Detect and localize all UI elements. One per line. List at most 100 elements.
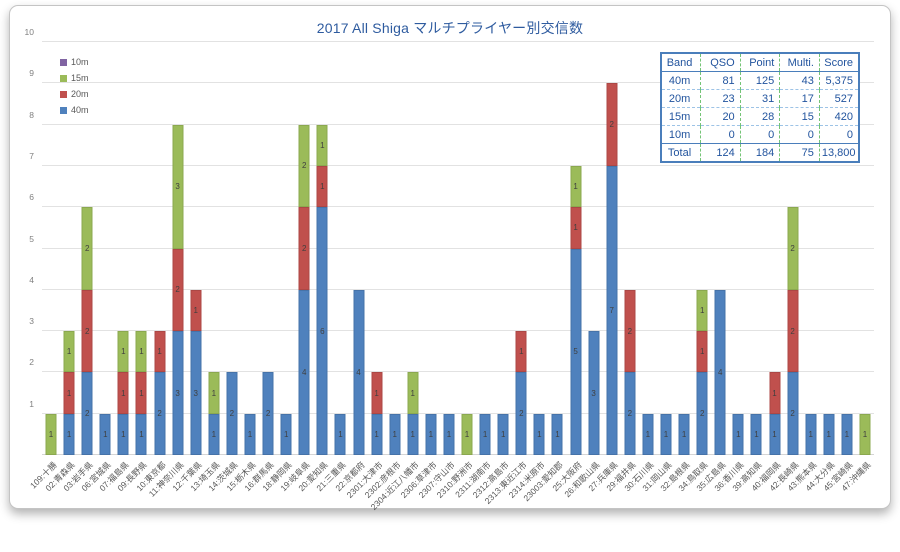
bar-segment-20m[interactable]: 1 — [316, 165, 328, 208]
bar-segment-20m[interactable]: 2 — [81, 289, 93, 373]
bar-segment-40m[interactable]: 1 — [642, 413, 654, 455]
bar-segment-20m[interactable]: 1 — [135, 372, 147, 414]
bar-stack[interactable]: 1 — [497, 42, 509, 455]
bar-segment-40m[interactable]: 1 — [117, 413, 129, 455]
bar-stack[interactable]: 2 2 2 — [81, 42, 93, 455]
bar-segment-40m[interactable]: 5 — [570, 248, 582, 455]
bar-segment-40m[interactable]: 1 — [769, 413, 781, 455]
bar-segment-40m[interactable]: 1 — [389, 413, 401, 455]
bar-segment-15m[interactable]: 1 — [570, 165, 582, 208]
bar-segment-40m[interactable]: 1 — [551, 413, 563, 455]
bar-segment-40m[interactable]: 2 — [262, 372, 274, 455]
bar-segment-15m[interactable]: 3 — [172, 124, 184, 249]
bar-stack[interactable]: 1 — [389, 42, 401, 455]
legend-item-15m[interactable]: 15m — [60, 70, 89, 86]
bar-stack[interactable]: 1 — [533, 42, 545, 455]
bar-segment-40m[interactable]: 1 — [678, 413, 690, 455]
bar-stack[interactable]: 2 — [226, 42, 238, 455]
bar-stack[interactable]: 1 — [678, 42, 690, 455]
bar-segment-40m[interactable]: 1 — [371, 413, 383, 455]
bar-segment-40m[interactable]: 1 — [425, 413, 437, 455]
bar-segment-40m[interactable]: 1 — [841, 413, 853, 455]
bar-stack[interactable]: 1 — [841, 42, 853, 455]
bar-stack[interactable]: 4 — [353, 42, 365, 455]
bar-stack[interactable]: 5 1 1 — [570, 42, 582, 455]
bar-stack[interactable]: 1 — [823, 42, 835, 455]
bar-segment-40m[interactable]: 1 — [823, 413, 835, 455]
bar-segment-40m[interactable]: 1 — [208, 413, 220, 455]
bar-segment-40m[interactable]: 3 — [172, 331, 184, 455]
bar-stack[interactable]: 1 1 1 — [63, 42, 75, 455]
bar-segment-20m[interactable]: 1 — [570, 207, 582, 249]
bar-segment-40m[interactable]: 2 — [515, 372, 527, 455]
bar-stack[interactable]: 1 — [660, 42, 672, 455]
bar-segment-20m[interactable]: 1 — [769, 372, 781, 414]
bar-segment-20m[interactable]: 2 — [624, 289, 636, 373]
bar-stack[interactable]: 1 — [99, 42, 111, 455]
bar-stack[interactable]: 3 2 3 — [172, 42, 184, 455]
bar-segment-40m[interactable]: 2 — [696, 372, 708, 455]
bar-stack[interactable]: 1 — [45, 42, 57, 455]
bar-stack[interactable]: 3 — [588, 42, 600, 455]
bar-stack[interactable]: 2 1 1 — [696, 42, 708, 455]
bar-segment-15m[interactable]: 1 — [461, 413, 473, 455]
bar-stack[interactable]: 1 — [461, 42, 473, 455]
bar-segment-40m[interactable]: 1 — [660, 413, 672, 455]
legend-item-10m[interactable]: 10m — [60, 54, 89, 70]
bar-stack[interactable]: 4 2 2 — [298, 42, 310, 455]
bar-stack[interactable]: 1 — [750, 42, 762, 455]
bar-segment-40m[interactable]: 1 — [280, 413, 292, 455]
bar-segment-40m[interactable]: 6 — [316, 207, 328, 455]
bar-stack[interactable]: 6 1 1 — [316, 42, 328, 455]
bar-segment-40m[interactable]: 4 — [353, 289, 365, 455]
bar-segment-40m[interactable]: 1 — [732, 413, 744, 455]
bar-segment-15m[interactable]: 2 — [81, 207, 93, 290]
bar-segment-15m[interactable]: 1 — [45, 413, 57, 455]
bar-segment-40m[interactable]: 2 — [624, 372, 636, 455]
bar-stack[interactable]: 4 — [714, 42, 726, 455]
bar-segment-40m[interactable]: 1 — [443, 413, 455, 455]
bar-segment-40m[interactable]: 1 — [479, 413, 491, 455]
legend-item-20m[interactable]: 20m — [60, 86, 89, 102]
bar-segment-40m[interactable]: 1 — [750, 413, 762, 455]
bar-stack[interactable]: 1 — [479, 42, 491, 455]
bar-segment-15m[interactable]: 1 — [117, 331, 129, 373]
bar-stack[interactable]: 1 1 1 — [117, 42, 129, 455]
bar-segment-40m[interactable]: 1 — [63, 413, 75, 455]
bar-stack[interactable]: 1 — [551, 42, 563, 455]
bar-stack[interactable]: 2 2 2 — [787, 42, 799, 455]
bar-segment-20m[interactable]: 1 — [371, 372, 383, 414]
bar-segment-40m[interactable]: 2 — [226, 372, 238, 455]
bar-segment-20m[interactable]: 1 — [515, 331, 527, 373]
bar-segment-40m[interactable]: 1 — [497, 413, 509, 455]
bar-segment-15m[interactable]: 1 — [63, 331, 75, 373]
bar-segment-20m[interactable]: 2 — [787, 289, 799, 373]
bar-segment-15m[interactable]: 2 — [787, 207, 799, 290]
legend-item-40m[interactable]: 40m — [60, 102, 89, 118]
bar-segment-40m[interactable]: 3 — [190, 331, 202, 455]
bar-segment-15m[interactable]: 2 — [298, 124, 310, 208]
bar-stack[interactable]: 1 — [334, 42, 346, 455]
bar-stack[interactable]: 1 — [805, 42, 817, 455]
bar-segment-20m[interactable]: 1 — [696, 331, 708, 373]
bar-segment-40m[interactable]: 2 — [81, 372, 93, 455]
bar-stack[interactable]: 1 — [642, 42, 654, 455]
bar-segment-20m[interactable]: 2 — [298, 207, 310, 290]
bar-segment-40m[interactable]: 7 — [606, 165, 618, 455]
bar-stack[interactable]: 1 — [425, 42, 437, 455]
bar-segment-20m[interactable]: 1 — [117, 372, 129, 414]
bar-stack[interactable]: 1 — [244, 42, 256, 455]
bar-stack[interactable]: 2 — [262, 42, 274, 455]
bar-stack[interactable]: 1 — [280, 42, 292, 455]
bar-stack[interactable]: 1 1 1 — [135, 42, 147, 455]
bar-segment-40m[interactable]: 2 — [154, 372, 166, 455]
